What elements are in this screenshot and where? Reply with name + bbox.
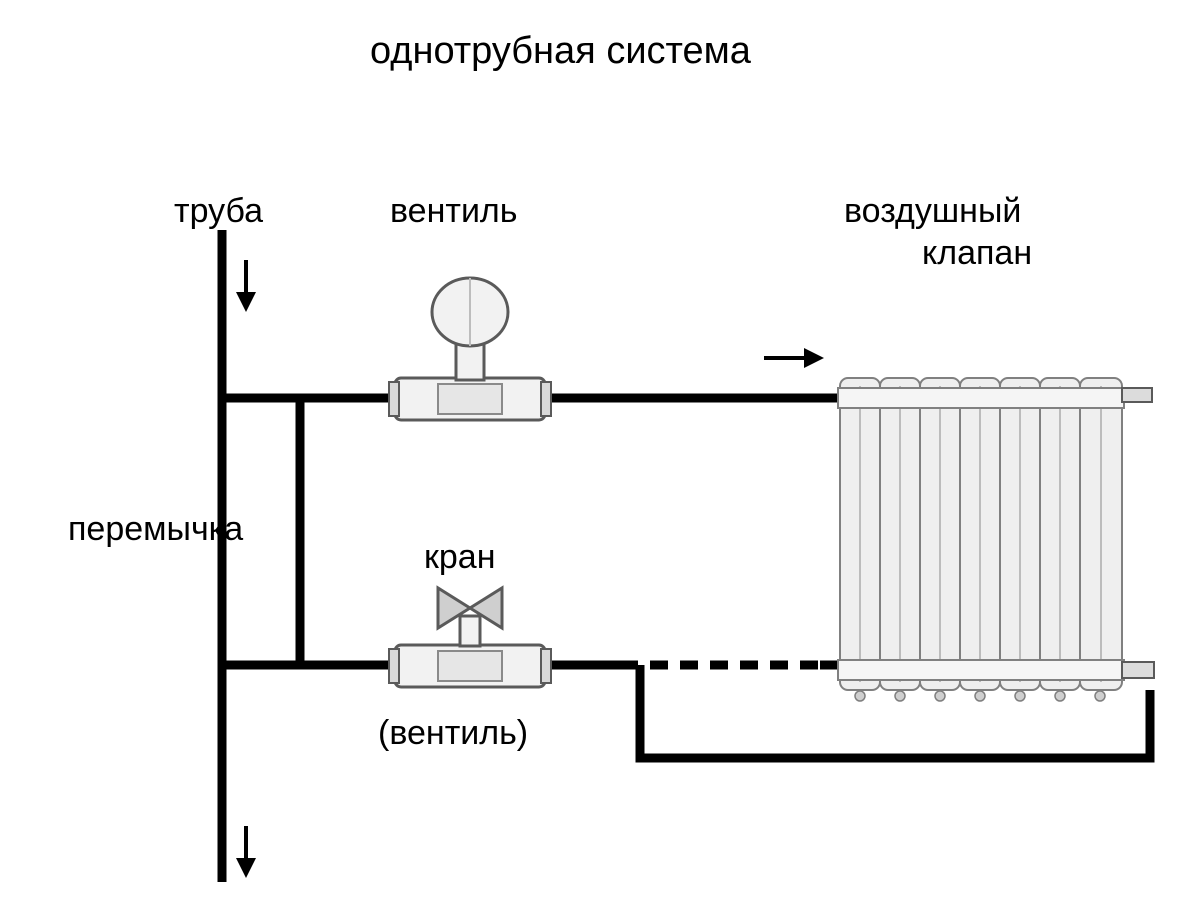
flow-arrow-to-radiator xyxy=(764,348,824,368)
valve-top-icon xyxy=(389,278,551,420)
flow-arrow-inlet xyxy=(236,260,256,312)
valve-bottom-icon xyxy=(389,588,551,687)
flow-arrow-outlet xyxy=(236,826,256,878)
diagram-stage: однотрубная система труба вентиль воздуш… xyxy=(0,0,1200,921)
radiator-icon xyxy=(838,378,1154,701)
schematic-svg xyxy=(0,0,1200,921)
